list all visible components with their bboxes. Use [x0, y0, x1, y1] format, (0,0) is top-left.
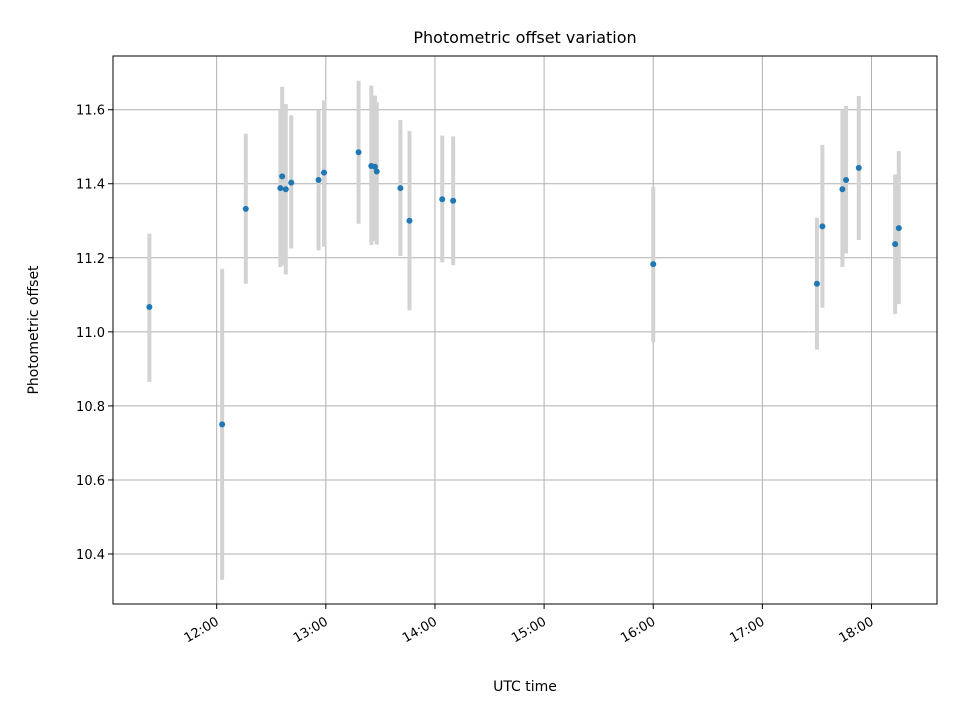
data-point [219, 421, 226, 428]
grid-lines [113, 56, 937, 604]
x-axis-label: UTC time [493, 679, 557, 695]
x-axis-ticks: 12:00 13:00 14:00 15:00 16:00 17:00 18:00 [182, 604, 877, 646]
y-axis-ticks: 10.4 10.6 10.8 11.0 11.2 11.4 11.6 [76, 104, 113, 563]
y-tick-label: 11.4 [76, 178, 105, 193]
x-tick-label: 16:00 [618, 614, 658, 646]
data-point [839, 186, 846, 193]
y-tick-label: 10.4 [76, 548, 105, 563]
y-tick-label: 10.8 [76, 400, 105, 415]
x-tick-label: 17:00 [727, 614, 767, 646]
data-points [146, 149, 902, 428]
data-point [406, 217, 413, 224]
x-tick-label: 14:00 [400, 614, 440, 646]
data-point [355, 149, 362, 156]
x-tick-label: 13:00 [291, 614, 331, 646]
data-point [321, 169, 328, 176]
data-point [282, 186, 289, 193]
data-point [819, 223, 826, 230]
y-tick-label: 11.0 [76, 326, 105, 341]
data-point [843, 177, 850, 184]
data-point [855, 164, 862, 171]
data-point [895, 225, 902, 232]
data-point [439, 196, 446, 203]
error-bars [147, 80, 901, 580]
data-point [277, 185, 284, 192]
x-tick-label: 18:00 [837, 614, 877, 646]
plot-frame [112, 55, 938, 605]
y-tick-label: 10.6 [76, 474, 105, 489]
chart-title: Photometric offset variation [413, 28, 636, 47]
data-point [315, 177, 322, 184]
data-point [813, 280, 820, 287]
data-point [242, 205, 249, 212]
data-point [146, 304, 153, 311]
data-point [288, 179, 295, 186]
data-point [450, 197, 457, 204]
y-tick-label: 11.2 [76, 252, 105, 267]
data-point [397, 185, 404, 192]
data-point [650, 261, 657, 268]
data-point [371, 163, 378, 170]
data-point [892, 241, 899, 248]
y-axis-label: Photometric offset [26, 265, 42, 395]
x-tick-label: 12:00 [182, 614, 222, 646]
data-point [279, 173, 286, 180]
y-tick-label: 11.6 [76, 104, 105, 119]
data-point [373, 168, 380, 175]
x-tick-label: 15:00 [509, 614, 549, 646]
